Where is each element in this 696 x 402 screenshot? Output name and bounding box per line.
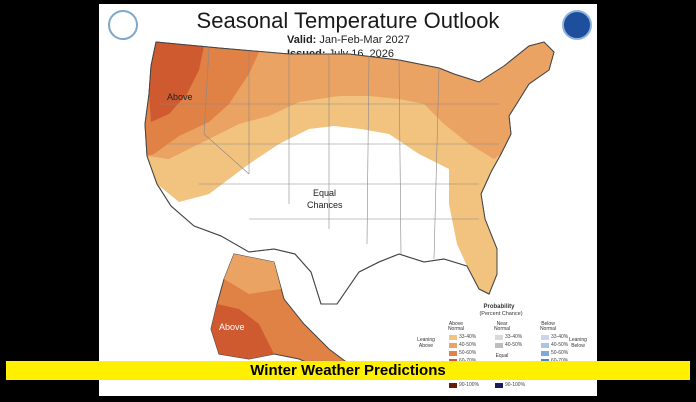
legend-swatch-below-1 bbox=[541, 335, 549, 340]
above-band-core bbox=[149, 42, 204, 122]
noaa-logo-icon bbox=[562, 10, 592, 40]
legend-swatch-near-2 bbox=[495, 343, 503, 348]
outlook-map-panel: Seasonal Temperature Outlook Valid: Jan-… bbox=[99, 4, 597, 396]
legend-swatch-above-3 bbox=[449, 351, 457, 356]
legend-range-below-top: 90-100% bbox=[505, 382, 526, 388]
legend-swatch-below-3 bbox=[541, 351, 549, 356]
legend-title-2: (Percent Chance) bbox=[479, 311, 523, 317]
legend-range-above-top: 90-100% bbox=[459, 382, 480, 388]
legend-col-above-1: Above bbox=[448, 321, 464, 327]
legend-swatch-above-2 bbox=[449, 343, 457, 348]
legend-col-near-2: Normal bbox=[493, 326, 511, 332]
legend-range-below-2: 40-50% bbox=[551, 342, 569, 348]
legend-range-above-2: 40-50% bbox=[459, 342, 477, 348]
legend-leaning-below-1: Leaning bbox=[569, 337, 587, 343]
legend-leaning-below-2: Below bbox=[571, 343, 585, 349]
legend-range-near-2: 40-50% bbox=[505, 342, 523, 348]
legend-range-below-3: 50-60% bbox=[551, 350, 569, 356]
probability-legend: Probability (Percent Chance) Above Norma… bbox=[399, 304, 589, 396]
label-above-conus: Above bbox=[167, 92, 193, 102]
legend-swatch-above-top bbox=[449, 383, 457, 388]
banner-ribbon bbox=[6, 361, 690, 380]
legend-col-below-2: Normal bbox=[539, 326, 557, 332]
alaska-inner bbox=[211, 304, 274, 359]
legend-range-below-1: 33-40% bbox=[551, 334, 569, 340]
legend-swatch-above-1 bbox=[449, 335, 457, 340]
legend-swatch-below-top bbox=[495, 383, 503, 388]
legend-swatch-near-1 bbox=[495, 335, 503, 340]
legend-leaning-above-2: Above bbox=[418, 343, 434, 349]
banner-text: Winter Weather Predictions bbox=[250, 362, 446, 379]
label-above-alaska: Above bbox=[219, 322, 245, 332]
legend-col-above-2: Normal bbox=[447, 326, 465, 332]
legend-equal-label: Equal bbox=[495, 353, 509, 359]
legend-range-above-1: 33-40% bbox=[459, 334, 477, 340]
conus-border bbox=[144, 41, 555, 305]
legend-col-below-1: Below bbox=[541, 321, 555, 327]
legend-range-near-1: 33-40% bbox=[505, 334, 523, 340]
state-lines bbox=[159, 47, 499, 260]
map-title: Seasonal Temperature Outlook bbox=[196, 8, 500, 33]
legend-leaning-above-1: Leaning bbox=[417, 337, 435, 343]
outlook-map: Above Equal Chances Above bbox=[144, 41, 555, 373]
legend-title-1: Probability bbox=[483, 304, 515, 310]
label-chances: Chances bbox=[307, 200, 343, 210]
valid-value: Jan-Feb-Mar 2027 bbox=[319, 34, 410, 46]
label-equal: Equal bbox=[313, 188, 336, 198]
legend-col-near-1: Near bbox=[496, 321, 508, 327]
legend-range-above-3: 50-60% bbox=[459, 350, 477, 356]
valid-label: Valid: bbox=[287, 34, 317, 46]
alaska-north-band bbox=[224, 254, 281, 294]
legend-swatch-below-2 bbox=[541, 343, 549, 348]
commerce-seal-icon bbox=[108, 10, 138, 40]
